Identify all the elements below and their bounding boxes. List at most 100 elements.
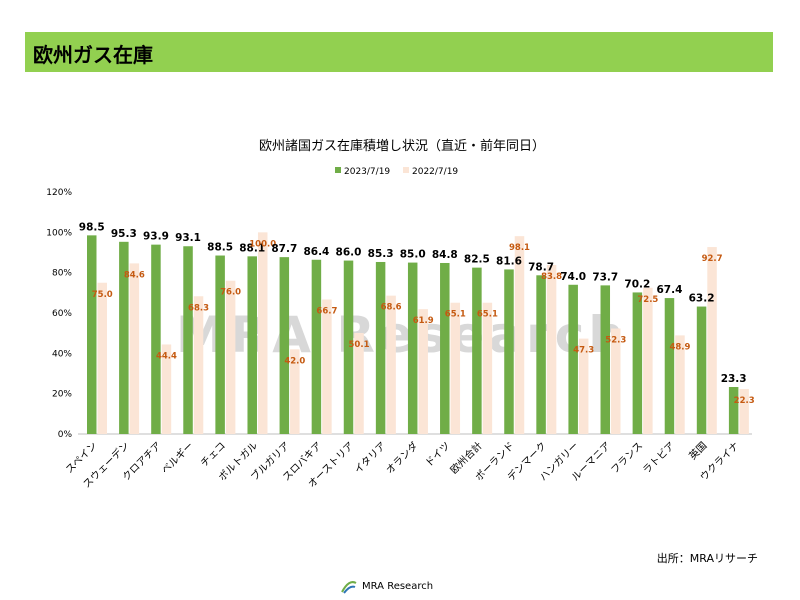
- x-tick-label: オランダ: [383, 439, 420, 476]
- bar-2023: [279, 257, 290, 434]
- bar-2023: [632, 292, 643, 434]
- legend: 2023/7/19 2022/7/19: [335, 167, 458, 177]
- bar-2022: [386, 295, 396, 434]
- bar-2022: [257, 232, 268, 434]
- bar-2023: [151, 244, 161, 434]
- bar-2023: [536, 275, 546, 434]
- bar-2022: [97, 282, 107, 434]
- data-label-2022: 75.0: [92, 290, 113, 300]
- bar-2022: [290, 349, 300, 434]
- data-label-2022: 44.4: [156, 351, 177, 361]
- data-label-2023: 73.7: [592, 271, 618, 283]
- data-label-2022: 47.3: [573, 346, 594, 356]
- bar-2022: [546, 265, 557, 434]
- bar-2023: [600, 285, 611, 434]
- bar-2022: [161, 344, 172, 434]
- data-label-2023: 93.1: [175, 232, 201, 244]
- y-tick-label: 40%: [52, 349, 72, 359]
- y-tick-label: 60%: [52, 309, 72, 319]
- data-label-2022: 66.7: [316, 306, 337, 316]
- data-label-2023: 86.0: [336, 247, 362, 259]
- y-tick-label: 0%: [58, 430, 73, 440]
- mra-logo-icon: [341, 581, 357, 594]
- bar-2022: [129, 263, 140, 434]
- x-tick-label: ラトビア: [641, 440, 678, 477]
- data-label-2023: 67.4: [657, 284, 683, 296]
- footer-logo: MRA Research: [340, 576, 433, 596]
- bar-2023: [407, 262, 418, 434]
- bar-2023: [119, 241, 129, 434]
- bar-2022: [611, 328, 621, 434]
- data-label-2022: 68.3: [188, 303, 209, 313]
- bar-2022: [322, 299, 332, 434]
- data-label-2023: 98.5: [79, 221, 105, 233]
- bar-2022: [739, 389, 749, 434]
- bar-2023: [87, 235, 97, 434]
- data-label-2023: 74.0: [560, 271, 586, 283]
- data-label-2022: 48.9: [669, 342, 690, 352]
- data-label-2023: 87.7: [271, 243, 297, 255]
- data-label-2023: 93.9: [143, 231, 169, 243]
- y-tick-label: 80%: [52, 269, 72, 279]
- bar-2023: [247, 256, 257, 434]
- bars: 98.5 75.0 95.3 84.6 93.9 44.4 93.1 68.3 88.5 76.0…: [79, 221, 755, 434]
- data-label-2022: 42.0: [284, 356, 305, 366]
- bar-2022: [514, 236, 525, 434]
- bar-2022: [578, 338, 589, 434]
- legend-label: 2023/7/19: [344, 167, 390, 177]
- data-label-2023: 81.6: [496, 255, 522, 267]
- bar-2023: [504, 269, 514, 434]
- data-label-2023: 88.1: [239, 242, 265, 254]
- legend-label: 2022/7/19: [412, 167, 458, 177]
- source-note: 出所：MRAリサーチ: [656, 552, 758, 565]
- data-label-2022: 100.0: [249, 239, 276, 249]
- data-label-2023: 85.0: [400, 249, 426, 261]
- bar-2023: [215, 255, 225, 434]
- data-label-2023: 82.5: [464, 254, 490, 266]
- bar-2022: [225, 280, 236, 434]
- watermark: MRA Research: [176, 306, 628, 364]
- data-label-2023: 86.4: [303, 246, 329, 258]
- data-label-2022: 84.6: [124, 270, 145, 280]
- bar-2022: [707, 247, 717, 434]
- x-tick-label: ドイツ: [424, 440, 453, 469]
- data-label-2023: 85.3: [368, 248, 394, 260]
- bar-2023: [728, 387, 739, 434]
- chart-title: 欧州諸国ガス在庫積増し状況（直近・前年同日）: [259, 138, 545, 154]
- bar-2022: [193, 296, 204, 434]
- bar-2023: [664, 298, 675, 434]
- bar-2023: [311, 259, 322, 434]
- x-tick-label: ベルギー: [159, 440, 196, 477]
- data-label-2023: 23.3: [721, 373, 747, 385]
- legend-swatch: [403, 167, 409, 173]
- data-label-2022: 65.1: [445, 310, 466, 320]
- bar-2023: [472, 267, 482, 434]
- data-label-2023: 95.3: [111, 228, 137, 240]
- bar-2023: [568, 284, 578, 434]
- data-label-2023: 78.7: [528, 261, 554, 273]
- data-label-2022: 83.8: [541, 272, 562, 282]
- x-tick-label: 英国: [686, 439, 709, 462]
- data-label-2022: 92.7: [702, 254, 723, 264]
- data-label-2022: 50.1: [349, 340, 370, 350]
- data-label-2022: 61.9: [413, 316, 434, 326]
- bar-2023: [343, 260, 354, 434]
- footer-logo-text: MRA Research: [362, 580, 434, 592]
- data-label-2023: 88.5: [207, 242, 233, 254]
- y-tick-label: 120%: [46, 188, 72, 198]
- bar-2022: [418, 309, 428, 434]
- data-label-2022: 98.1: [509, 243, 530, 253]
- x-tick-label: イタリア: [352, 440, 388, 476]
- data-label-2022: 76.0: [220, 288, 241, 298]
- bar-2022: [450, 302, 461, 434]
- y-tick-label: 20%: [52, 390, 72, 400]
- bar-2023: [183, 246, 193, 434]
- bar-2022: [675, 335, 685, 434]
- bar-2023: [696, 306, 707, 434]
- data-label-2022: 72.5: [637, 295, 658, 305]
- bar-2023: [375, 261, 386, 434]
- data-label-2022: 22.3: [734, 396, 755, 406]
- bar-2022: [643, 287, 653, 434]
- header-bar: 欧州ガス在庫: [25, 32, 773, 72]
